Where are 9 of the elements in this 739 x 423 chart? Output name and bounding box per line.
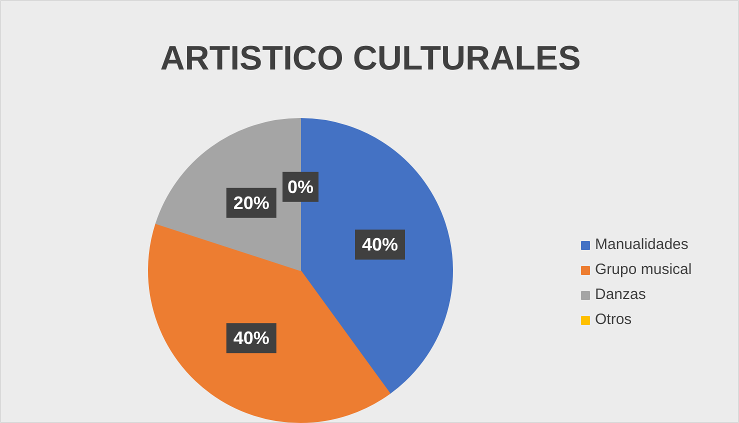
legend-label: Manualidades <box>595 236 688 253</box>
chart-title: ARTISTICO CULTURALES <box>160 40 581 78</box>
text: 0% <box>287 176 314 197</box>
legend-label: Grupo musical <box>595 261 692 278</box>
legend-label: Danzas <box>595 286 646 303</box>
data-label: 40% <box>362 234 398 255</box>
data-label: 40% <box>233 328 270 348</box>
legend-label: Otros <box>595 311 632 328</box>
data-label: 20% <box>233 192 270 213</box>
